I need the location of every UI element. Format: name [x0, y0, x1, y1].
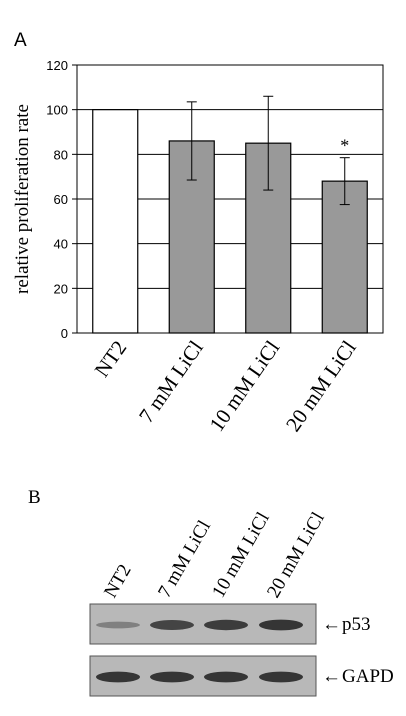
y-tick-label: 60 [54, 192, 68, 207]
blot-band [204, 619, 248, 631]
y-axis-label: relative proliferation rate [12, 104, 33, 294]
arrow-icon: ← [322, 614, 341, 635]
x-tick-label: 20 mM LiCl [281, 336, 361, 436]
y-tick-label: 0 [61, 326, 68, 341]
blot-band [150, 620, 194, 630]
blot-row-label: p53 [342, 614, 371, 635]
bar [92, 109, 139, 334]
error-bars: * [186, 95, 350, 206]
x-tick-label: NT2 [90, 336, 132, 381]
blot-band [96, 621, 140, 629]
blot-band [96, 671, 140, 683]
blot-row: ← GAPD [89, 655, 394, 697]
panel-b-label: B [28, 487, 41, 508]
y-axis-ticks: 0 20 40 60 80 100 120 [46, 58, 77, 341]
blot-band [204, 671, 248, 683]
blot-band [259, 619, 303, 631]
significance-marker: * [340, 136, 349, 156]
x-tick-label: 7 mM LiCl [134, 336, 208, 427]
blot-row-label: GAPD [342, 666, 394, 687]
blot-lane-label: 20 mM LiCl [263, 509, 329, 602]
bars [92, 109, 368, 334]
x-tick-label: 10 mM LiCl [204, 336, 284, 436]
blot-band [259, 671, 303, 683]
y-tick-label: 100 [46, 103, 68, 118]
arrow-icon: ← [322, 666, 341, 687]
blot-rows: ← p53← GAPD [89, 603, 394, 697]
y-tick-label: 120 [46, 58, 68, 73]
y-tick-label: 20 [54, 281, 68, 296]
blot-lane-label: 7 mM LiCl [154, 517, 215, 602]
blot-lane-label: NT2 [100, 561, 136, 602]
y-tick-label: 80 [54, 147, 68, 162]
panel-a-label: A [14, 30, 27, 51]
blot-row: ← p53 [89, 603, 371, 645]
y-tick-label: 40 [54, 237, 68, 252]
blot-band [150, 671, 194, 683]
